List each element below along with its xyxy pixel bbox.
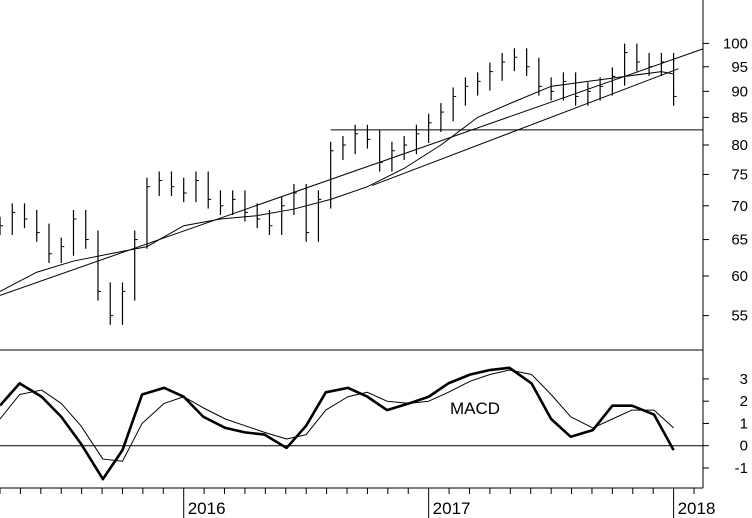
price-y-tick-label: 80	[731, 137, 748, 154]
macd-y-tick-label: 3	[740, 371, 748, 388]
macd-y-tick-label: 1	[740, 415, 748, 432]
price-y-tick-label: 100	[723, 35, 748, 52]
price-y-tick-label: 75	[731, 166, 748, 183]
price-y-tick-label: 65	[731, 232, 748, 249]
macd-panel: MACD	[0, 366, 703, 481]
price-y-tick-label: 90	[731, 83, 748, 100]
macd-signal-line	[0, 369, 674, 462]
trend-line	[372, 68, 679, 186]
macd-y-tick-label: 0	[740, 438, 748, 455]
macd-y-tick-label: 2	[740, 393, 748, 410]
price-bars	[0, 43, 677, 325]
macd-label: MACD	[450, 399, 500, 418]
macd-line	[0, 366, 675, 481]
price-y-tick-label: 85	[731, 109, 748, 126]
x-tick-label: 2017	[433, 499, 471, 518]
macd-y-tick-label: -1	[735, 460, 748, 477]
price-y-tick-label: 55	[731, 308, 748, 325]
trend-line	[0, 48, 704, 296]
price-y-tick-label: 60	[731, 268, 748, 285]
moving-average-line	[0, 71, 674, 292]
price-y-tick-label: 95	[731, 59, 748, 76]
price-y-tick-label: 70	[731, 198, 748, 215]
x-tick-label: 2018	[678, 499, 716, 518]
price-panel	[0, 43, 704, 325]
x-tick-label: 2016	[188, 499, 226, 518]
